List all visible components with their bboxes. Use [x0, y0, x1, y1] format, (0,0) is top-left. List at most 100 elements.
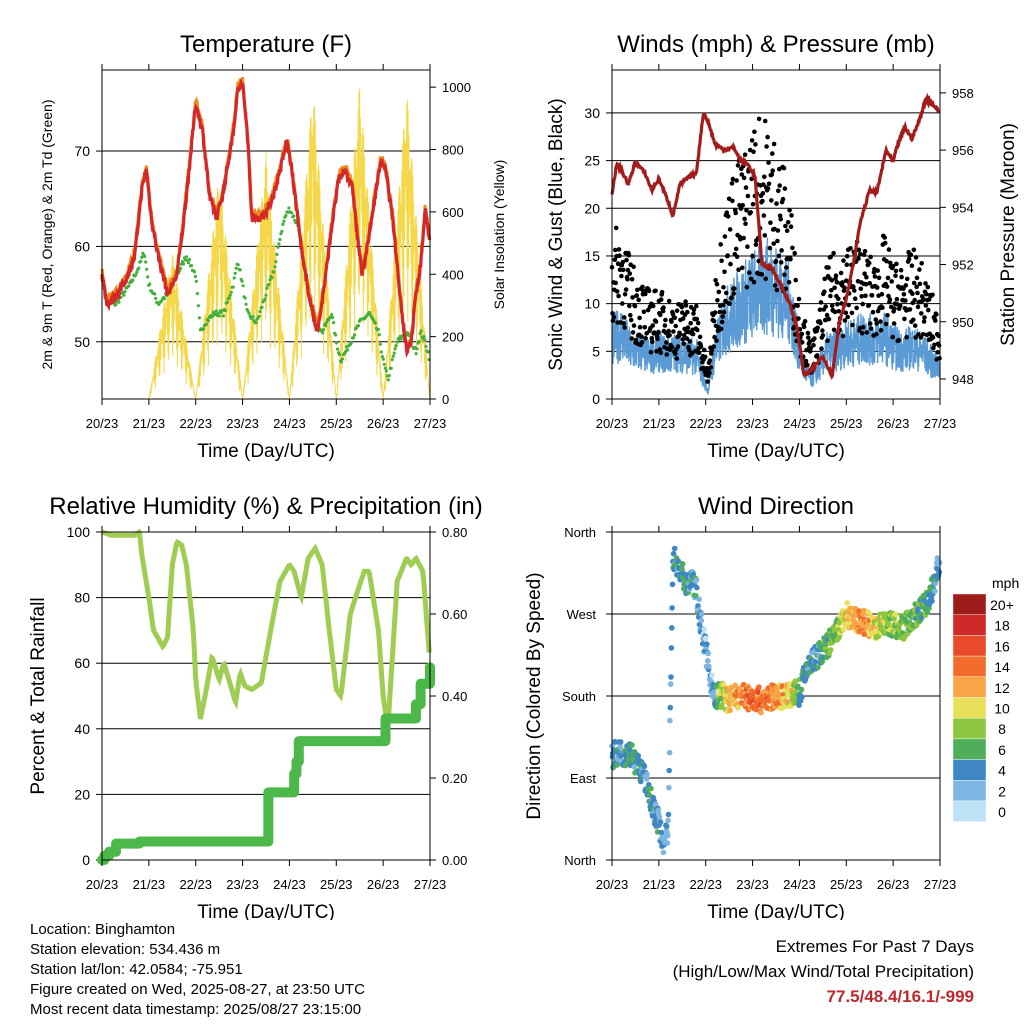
dewpoint-point	[122, 293, 126, 297]
gust-point	[845, 314, 850, 320]
x-tick-label: 21/23	[643, 877, 676, 892]
gust-point	[730, 198, 735, 204]
gust-point	[864, 275, 869, 280]
gust-point	[886, 247, 892, 252]
dewpoint-point	[192, 270, 196, 274]
y-axis-label: Direction (Colored By Speed)	[524, 572, 545, 819]
gust-point	[899, 274, 904, 280]
gust-point	[818, 320, 823, 326]
direction-point	[750, 689, 756, 695]
legend-swatch	[952, 738, 987, 760]
gust-point	[660, 308, 666, 314]
dewpoint-point	[345, 348, 350, 352]
dewpoint-point	[415, 347, 419, 351]
gust-point	[707, 358, 713, 363]
gust-point	[911, 247, 917, 253]
gust-point	[862, 271, 867, 277]
y2-tick-label: 0.60	[442, 607, 467, 622]
y-tick-label: North	[564, 525, 596, 540]
dewpoint-point	[244, 302, 248, 306]
gust-point	[828, 293, 833, 299]
gust-point	[681, 333, 687, 338]
direction-point	[698, 611, 705, 617]
dewpoint-point	[193, 274, 197, 279]
direction-point	[696, 596, 702, 602]
x-axis-label: Time (Day/UTC)	[197, 441, 335, 462]
direction-point	[727, 707, 733, 714]
gust-point	[784, 228, 790, 233]
dewpoint-point	[424, 344, 428, 349]
gust-point	[874, 321, 879, 326]
gust-point	[860, 301, 865, 307]
gust-point	[776, 188, 781, 194]
gust-point	[756, 116, 762, 122]
gust-point	[724, 210, 730, 215]
gust-point	[860, 324, 866, 330]
gust-point	[849, 310, 855, 316]
gust-point	[740, 265, 745, 271]
gust-point	[862, 248, 868, 254]
gust-point	[795, 303, 800, 309]
gust-point	[673, 323, 678, 329]
dewpoint-point	[216, 311, 220, 315]
direction-point	[631, 764, 637, 770]
dewpoint-point	[292, 214, 296, 218]
gust-point	[731, 291, 737, 296]
gust-point	[866, 260, 872, 266]
gust-point	[752, 129, 757, 135]
gust-point	[620, 259, 626, 265]
legend-swatch	[952, 697, 987, 719]
gust-point	[775, 228, 781, 233]
dewpoint-point	[135, 270, 139, 274]
y-tick-label: 60	[74, 238, 90, 254]
dewpoint-point	[247, 311, 251, 316]
gust-point	[625, 277, 630, 282]
gust-point	[727, 301, 732, 307]
gust-point	[856, 256, 861, 261]
y-tick-label: 5	[592, 343, 600, 359]
plot-frame	[101, 531, 431, 861]
dewpoint-point	[331, 315, 335, 320]
gust-point	[826, 316, 832, 322]
gust-point	[777, 166, 782, 172]
gust-point	[842, 285, 847, 291]
y-tick-label: 20	[74, 786, 90, 802]
gust-point	[820, 333, 826, 338]
direction-point	[614, 762, 620, 768]
gust-point	[723, 298, 728, 304]
gust-point	[825, 338, 830, 344]
gust-point	[858, 286, 864, 292]
gust-point	[648, 349, 654, 355]
gust-point	[805, 330, 811, 336]
dewpoint-point	[335, 341, 339, 345]
dewpoint-point	[221, 314, 225, 318]
gust-point	[767, 245, 773, 251]
gust-point	[864, 330, 870, 335]
gust-point	[788, 224, 794, 229]
gust-point	[878, 319, 883, 324]
x-tick-label: 26/23	[877, 877, 910, 892]
gust-point	[882, 235, 887, 240]
gust-point	[744, 208, 749, 213]
gust-point	[745, 244, 750, 249]
gust-point	[914, 284, 919, 290]
gust-point	[869, 293, 875, 298]
gust-point	[760, 198, 765, 204]
gust-point	[840, 333, 846, 339]
gust-point	[661, 305, 666, 310]
gust-point	[867, 321, 873, 326]
gust-point	[694, 316, 700, 322]
gust-point	[766, 181, 772, 187]
gust-point	[829, 288, 834, 293]
direction-point	[705, 658, 711, 664]
plot-frame	[611, 69, 941, 400]
direction-point	[704, 641, 710, 647]
gust-point	[913, 255, 919, 260]
dewpoint-point	[134, 273, 138, 277]
y-tick-label: 20	[584, 200, 600, 216]
gust-point	[666, 328, 671, 334]
gust-point	[833, 273, 839, 279]
gust-point	[712, 310, 718, 315]
gust-point	[637, 324, 643, 330]
gust-point	[680, 337, 686, 342]
